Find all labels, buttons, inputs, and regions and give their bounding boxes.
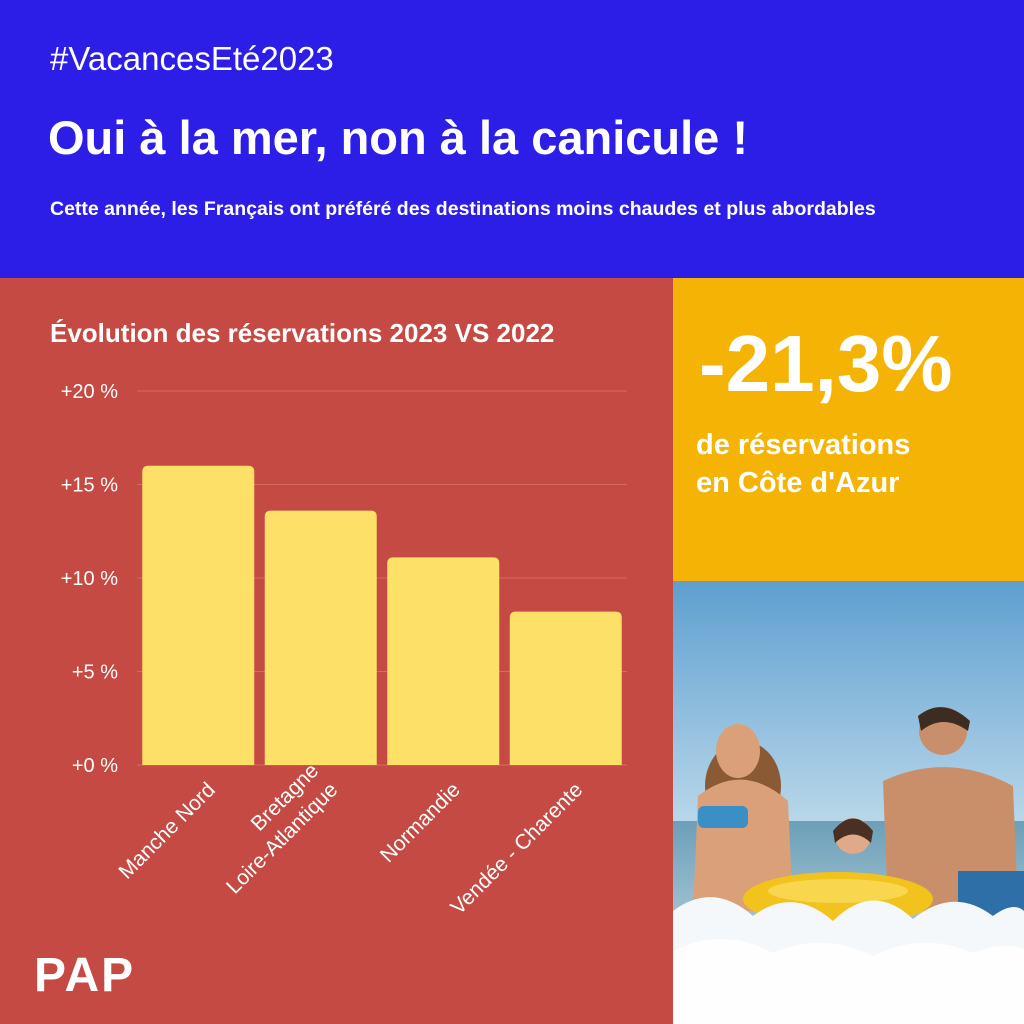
stat-value: -21,3% xyxy=(699,319,953,408)
y-axis-ticks: +0 % +5 % +10 % +15 % +20 % xyxy=(61,381,118,777)
category-label: Vendée - Charente xyxy=(446,778,587,919)
beach-photo-illustration xyxy=(673,581,1024,1024)
stat-label: de réservations en Côte d'Azur xyxy=(696,426,1016,502)
category-label-line: Normandie xyxy=(376,778,465,867)
chart-bars xyxy=(142,465,622,765)
y-tick-label: +15 % xyxy=(61,475,118,497)
bar xyxy=(142,465,255,765)
category-label-line: Vendée - Charente xyxy=(446,778,587,919)
y-tick-label: +0 % xyxy=(72,755,118,777)
y-tick-label: +5 % xyxy=(72,662,118,684)
chart-title: Évolution des réservations 2023 VS 2022 xyxy=(50,318,555,348)
stat-label-line-1: de réservations xyxy=(696,429,911,461)
bar-chart: +0 % +5 % +10 % +15 % +20 % Manche Nord Breta… xyxy=(61,381,627,919)
stat-label-line-2: en Côte d'Azur xyxy=(696,467,900,499)
category-label-line: Manche Nord xyxy=(114,778,219,883)
y-tick-label: +20 % xyxy=(61,381,118,403)
beach-family-photo xyxy=(673,581,1024,1024)
y-tick-label: +10 % xyxy=(61,568,118,590)
stat-panel: -21,3% de réservations en Côte d'Azur xyxy=(673,278,1024,581)
chart-panel: +0 % +5 % +10 % +15 % +20 % Manche Nord Breta… xyxy=(0,278,673,1024)
header: #VacancesEté2023 Oui à la mer, non à la … xyxy=(0,0,1024,278)
bar xyxy=(387,557,500,765)
pap-logo: PAP xyxy=(34,949,136,1002)
hashtag: #VacancesEté2023 xyxy=(50,40,334,77)
page-subtitle: Cette année, les Français ont préféré de… xyxy=(50,198,876,220)
bar xyxy=(264,510,377,765)
page-title: Oui à la mer, non à la canicule ! xyxy=(48,111,749,164)
bar xyxy=(509,611,622,765)
category-label: Manche Nord xyxy=(114,778,219,883)
category-label: Normandie xyxy=(376,778,465,867)
